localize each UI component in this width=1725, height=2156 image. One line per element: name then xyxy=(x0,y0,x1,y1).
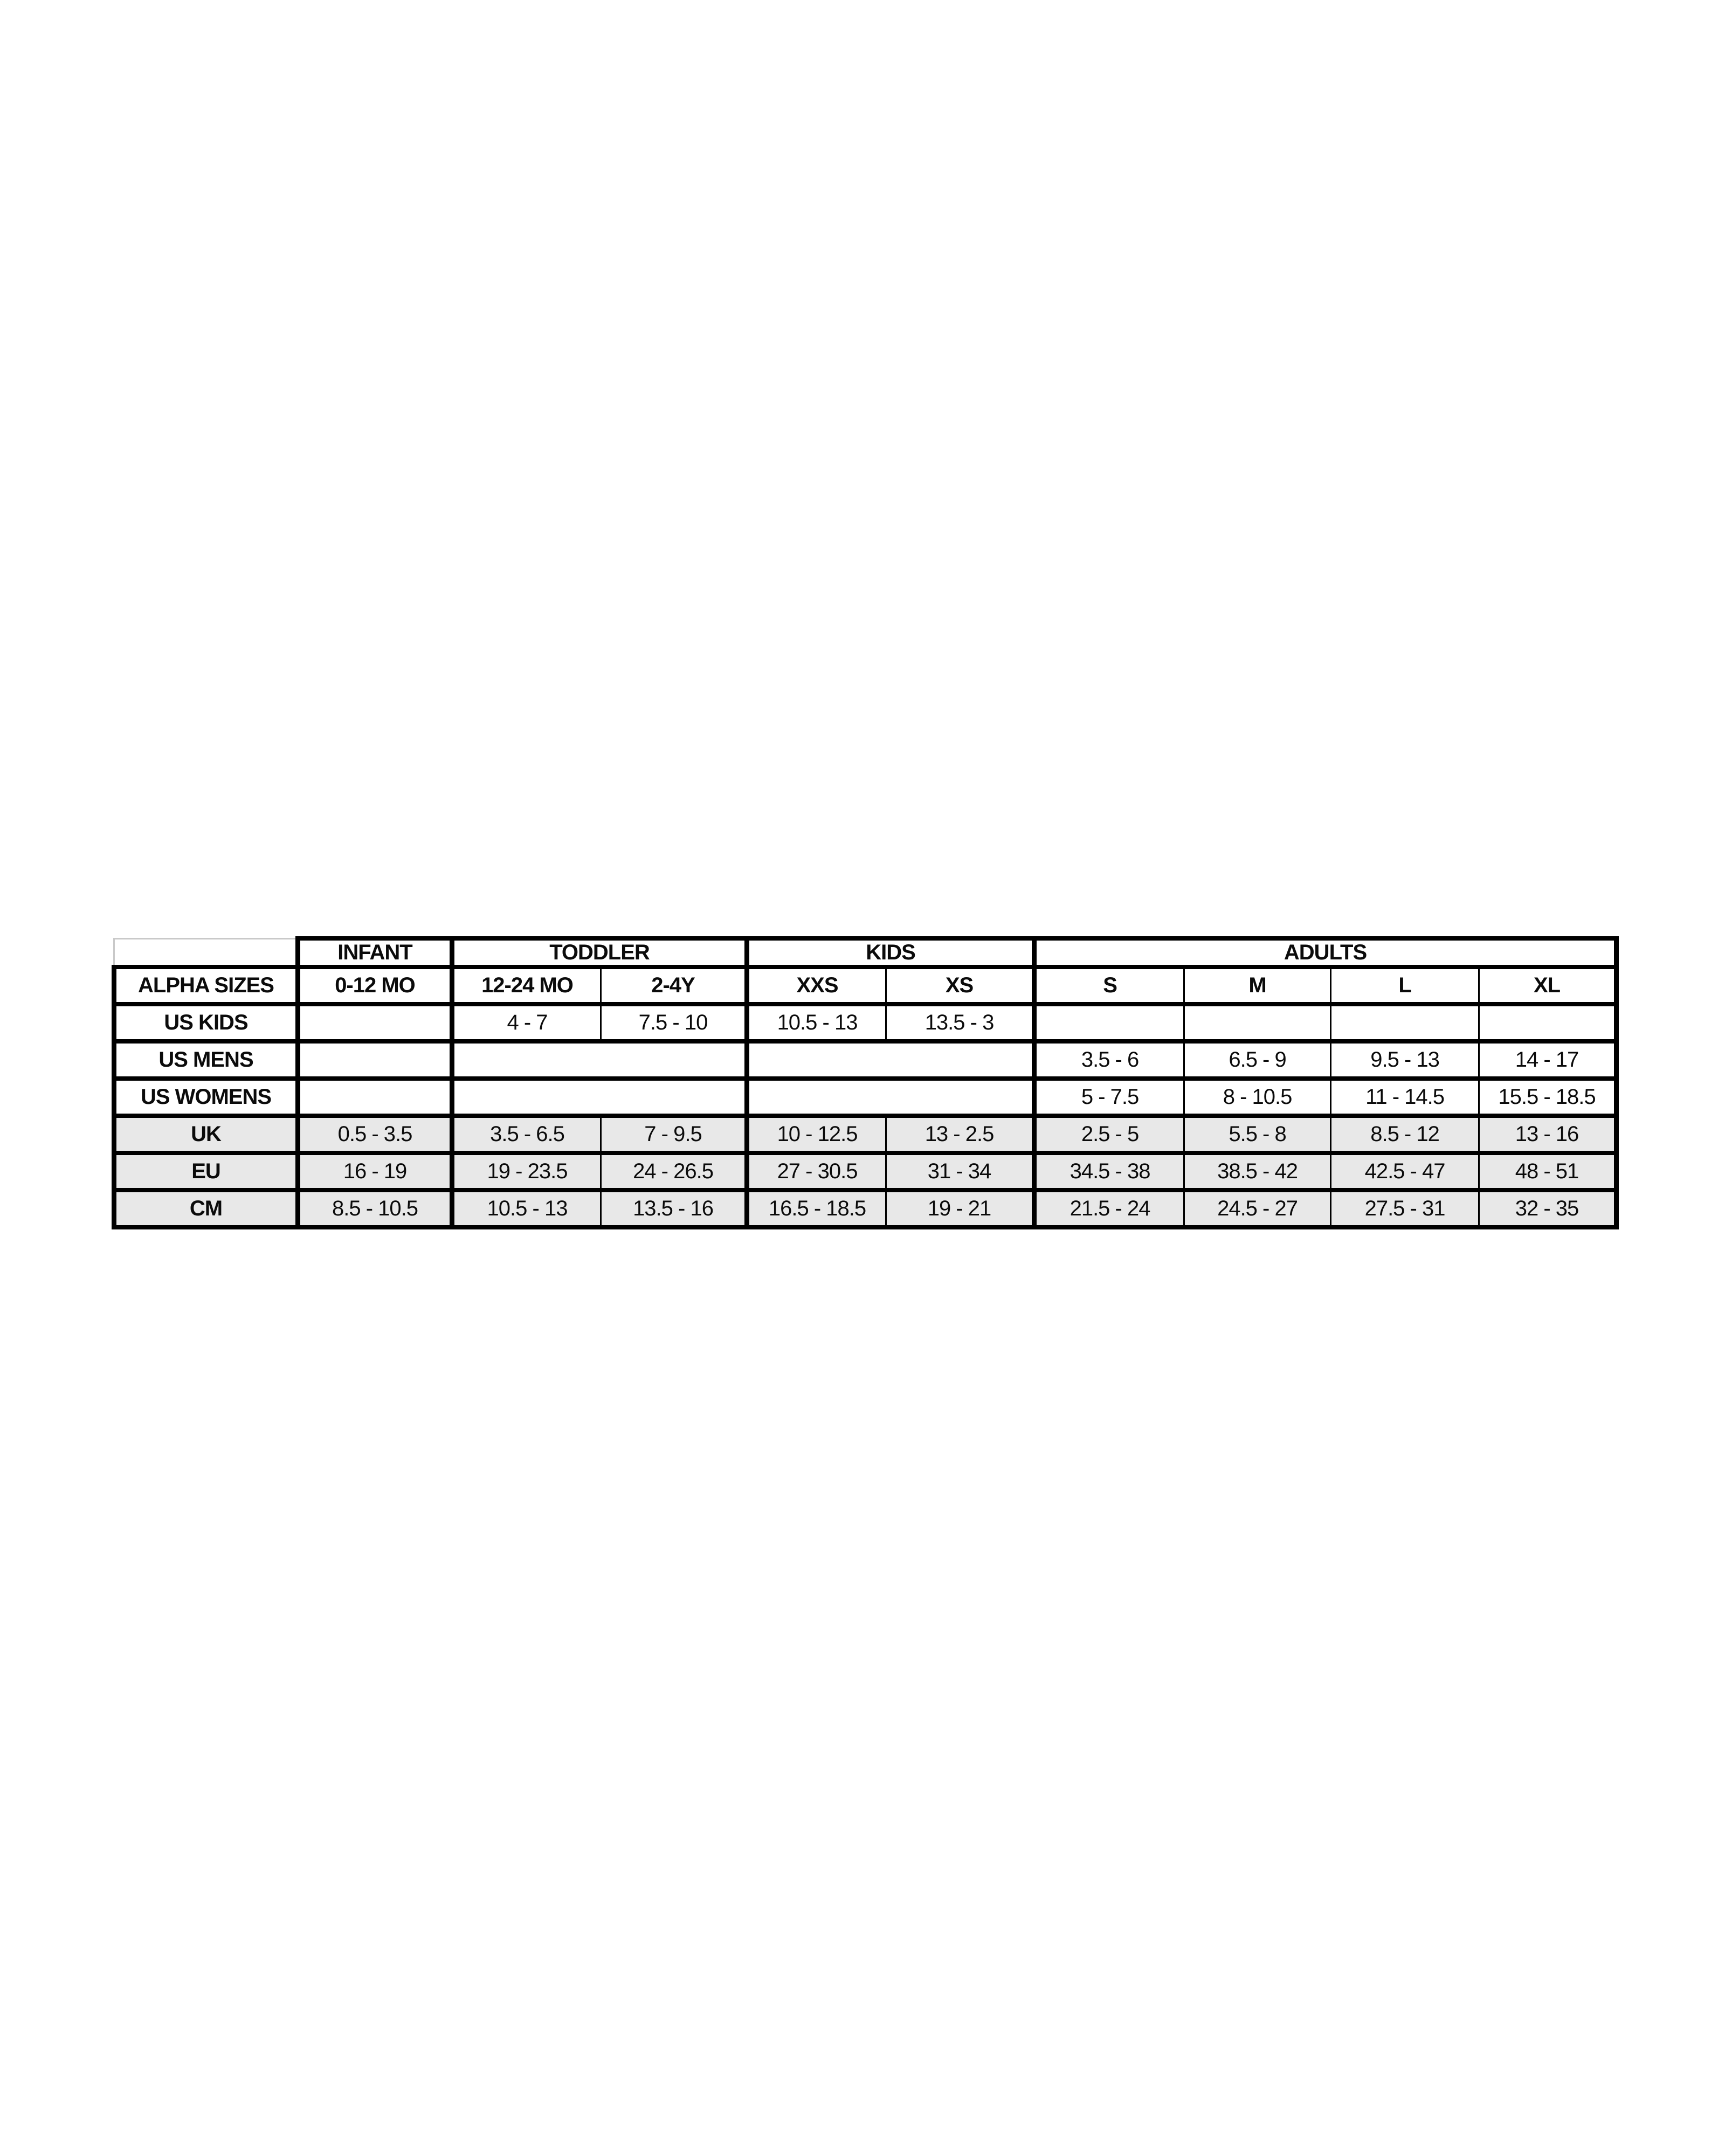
size-cell: 9.5 - 13 xyxy=(1330,1039,1480,1081)
row-label: ALPHA SIZES xyxy=(112,965,299,1006)
size-cell: 31 - 34 xyxy=(885,1151,1036,1192)
size-cell: 27 - 30.5 xyxy=(744,1151,887,1192)
size-cell: 4 - 7 xyxy=(450,1002,602,1044)
row-label: EU xyxy=(112,1151,299,1192)
size-cell: 11 - 14.5 xyxy=(1330,1076,1480,1118)
size-cell: 3.5 - 6.5 xyxy=(450,1114,602,1155)
size-cell: 13 - 16 xyxy=(1478,1114,1619,1155)
size-cell: S xyxy=(1032,965,1185,1006)
size-cell: XXS xyxy=(744,965,887,1006)
corner-cell xyxy=(113,937,299,969)
size-chart-table: INFANT TODDLER KIDS ADULTS ALPHA SIZES 0… xyxy=(112,936,1619,1229)
size-cell: 7.5 - 10 xyxy=(599,1002,748,1044)
size-cell: 34.5 - 38 xyxy=(1032,1151,1185,1192)
row-label: UK xyxy=(112,1114,299,1155)
row-label: US MENS xyxy=(112,1039,299,1081)
size-cell: 3.5 - 6 xyxy=(1032,1039,1185,1081)
size-cell: 38.5 - 42 xyxy=(1183,1151,1332,1192)
row-label: US WOMENS xyxy=(112,1076,299,1118)
group-header-adults: ADULTS xyxy=(1032,936,1619,969)
size-cell: 24.5 - 27 xyxy=(1183,1188,1332,1229)
row-uk: UK 0.5 - 3.5 3.5 - 6.5 7 - 9.5 10 - 12.5… xyxy=(112,1114,1619,1155)
size-cell: 10 - 12.5 xyxy=(744,1114,887,1155)
size-cell: 2-4Y xyxy=(599,965,748,1006)
size-cell: 32 - 35 xyxy=(1478,1188,1619,1229)
size-cell: 5 - 7.5 xyxy=(1032,1076,1185,1118)
size-cell: 15.5 - 18.5 xyxy=(1478,1076,1619,1118)
size-cell xyxy=(1330,1002,1480,1044)
size-cell: 8 - 10.5 xyxy=(1183,1076,1332,1118)
size-cell: XL xyxy=(1478,965,1619,1006)
row-us-womens: US WOMENS 5 - 7.5 8 - 10.5 11 - 14.5 15.… xyxy=(112,1076,1619,1118)
size-cell: 48 - 51 xyxy=(1478,1151,1619,1192)
size-cell: 10.5 - 13 xyxy=(450,1188,602,1229)
size-cell xyxy=(295,1076,453,1118)
size-cell: 8.5 - 12 xyxy=(1330,1114,1480,1155)
size-chart: INFANT TODDLER KIDS ADULTS ALPHA SIZES 0… xyxy=(112,936,1619,1229)
size-cell xyxy=(295,1002,453,1044)
size-cell: 27.5 - 31 xyxy=(1330,1188,1480,1229)
size-cell: XS xyxy=(885,965,1036,1006)
size-cell xyxy=(295,1039,453,1081)
size-cell: 19 - 21 xyxy=(885,1188,1036,1229)
size-cell xyxy=(1032,1002,1185,1044)
size-cell xyxy=(449,1076,748,1118)
row-label: CM xyxy=(112,1188,299,1229)
row-eu: EU 16 - 19 19 - 23.5 24 - 26.5 27 - 30.5… xyxy=(112,1151,1619,1192)
row-alpha-sizes: ALPHA SIZES 0-12 MO 12-24 MO 2-4Y XXS XS… xyxy=(112,965,1619,1006)
size-cell xyxy=(449,1039,748,1081)
size-cell: 24 - 26.5 xyxy=(599,1151,748,1192)
row-us-kids: US KIDS 4 - 7 7.5 - 10 10.5 - 13 13.5 - … xyxy=(112,1002,1619,1044)
size-cell: 6.5 - 9 xyxy=(1183,1039,1332,1081)
row-group-headers: INFANT TODDLER KIDS ADULTS xyxy=(113,936,1619,969)
size-cell: 12-24 MO xyxy=(450,965,602,1006)
size-cell: M xyxy=(1183,965,1332,1006)
size-cell xyxy=(744,1039,1036,1081)
size-cell xyxy=(1478,1002,1619,1044)
size-cell: 13.5 - 3 xyxy=(885,1002,1036,1044)
size-cell: 8.5 - 10.5 xyxy=(295,1188,453,1229)
size-cell: 5.5 - 8 xyxy=(1183,1114,1332,1155)
size-cell: 7 - 9.5 xyxy=(599,1114,748,1155)
size-cell: 19 - 23.5 xyxy=(450,1151,602,1192)
size-cell xyxy=(1183,1002,1332,1044)
size-cell: 21.5 - 24 xyxy=(1032,1188,1185,1229)
size-cell: 14 - 17 xyxy=(1478,1039,1619,1081)
group-header-toddler: TODDLER xyxy=(449,936,748,969)
size-cell: 16 - 19 xyxy=(295,1151,453,1192)
size-cell: 10.5 - 13 xyxy=(744,1002,887,1044)
size-cell: 13.5 - 16 xyxy=(599,1188,748,1229)
size-cell xyxy=(744,1076,1036,1118)
row-us-mens: US MENS 3.5 - 6 6.5 - 9 9.5 - 13 14 - 17 xyxy=(112,1039,1619,1081)
group-header-kids: KIDS xyxy=(744,936,1036,969)
size-cell: 0.5 - 3.5 xyxy=(295,1114,453,1155)
size-cell: 42.5 - 47 xyxy=(1330,1151,1480,1192)
group-header-infant: INFANT xyxy=(295,936,453,969)
size-cell: 13 - 2.5 xyxy=(885,1114,1036,1155)
row-label: US KIDS xyxy=(112,1002,299,1044)
row-cm: CM 8.5 - 10.5 10.5 - 13 13.5 - 16 16.5 -… xyxy=(112,1188,1619,1229)
size-cell: 16.5 - 18.5 xyxy=(744,1188,887,1229)
size-cell: 0-12 MO xyxy=(295,965,453,1006)
size-cell: 2.5 - 5 xyxy=(1032,1114,1185,1155)
size-cell: L xyxy=(1330,965,1480,1006)
